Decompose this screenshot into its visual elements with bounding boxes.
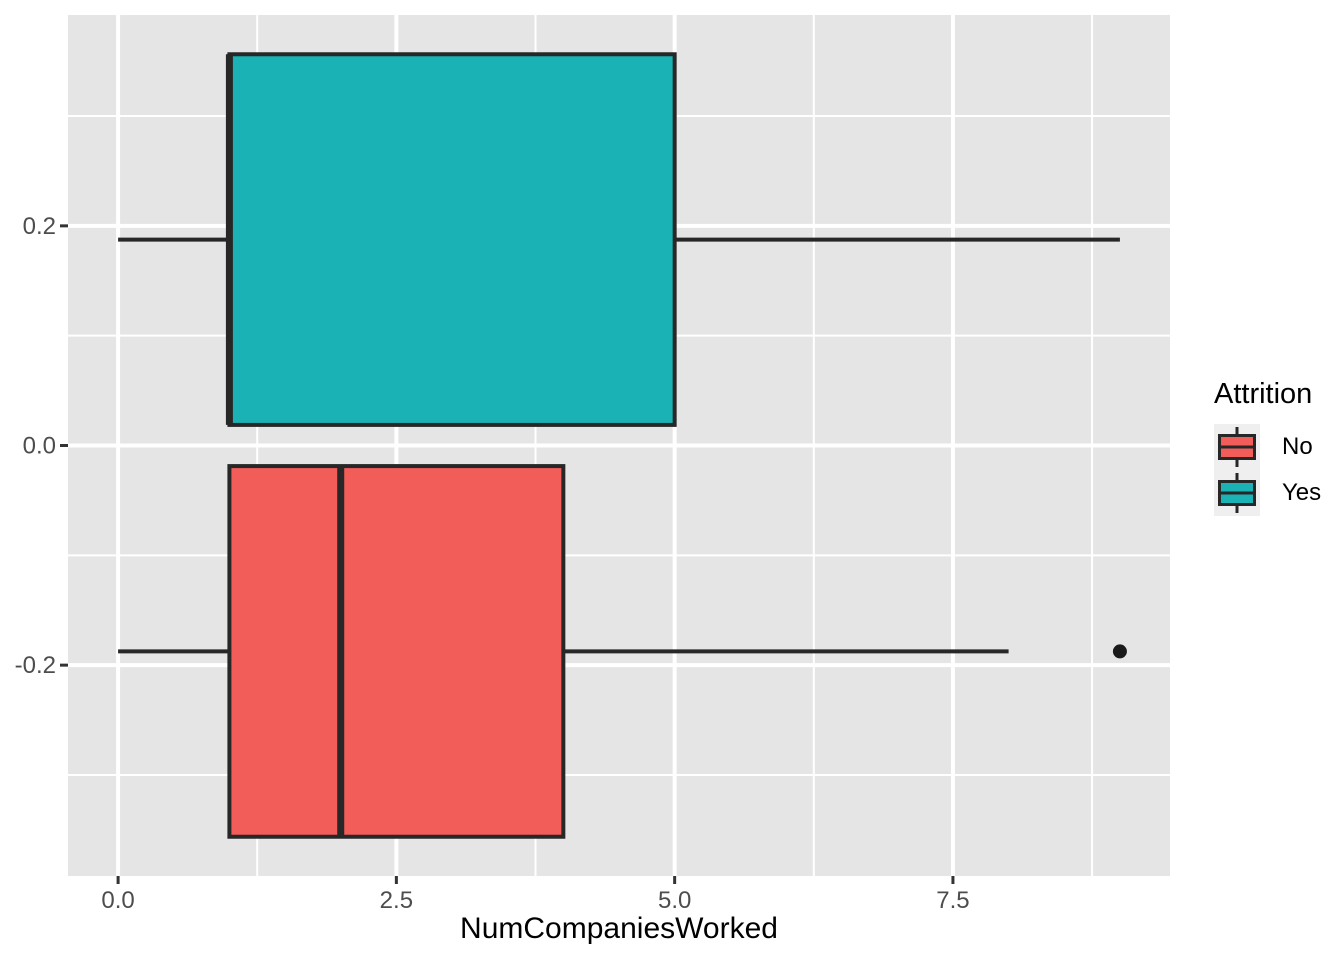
boxplot-glyph-icon <box>1218 427 1256 467</box>
legend-item-yes: Yes <box>1214 470 1344 516</box>
boxplot-key-icon-yes <box>1214 470 1260 516</box>
box-no <box>227 464 566 839</box>
x-tick-label: 2.5 <box>380 887 413 914</box>
y-tick-label: 0.0 <box>23 433 56 460</box>
x-tick-label: 7.5 <box>936 887 969 914</box>
y-tick-label: -0.2 <box>15 652 56 679</box>
boxplot-key-icon-no <box>1214 424 1260 470</box>
box-yes <box>227 52 677 427</box>
legend-title: Attrition <box>1214 378 1313 410</box>
boxplot-glyph-icon <box>1218 473 1256 513</box>
x-tick-label: 5.0 <box>658 887 691 914</box>
legend-label-yes: Yes <box>1282 479 1322 506</box>
legend: Attrition No Yes <box>1214 378 1344 516</box>
legend-label-no: No <box>1282 433 1313 460</box>
legend-item-no: No <box>1214 424 1344 470</box>
x-tick-label: 0.0 <box>101 887 134 914</box>
x-axis-title: NumCompaniesWorked <box>460 912 778 945</box>
outlier-point <box>1112 644 1127 659</box>
y-tick-label: 0.2 <box>23 213 56 240</box>
legend-keys: No Yes <box>1214 424 1344 516</box>
